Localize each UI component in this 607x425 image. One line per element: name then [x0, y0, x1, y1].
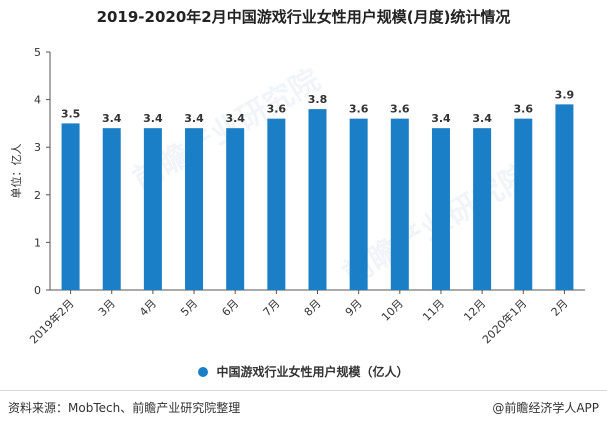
bar: [431, 128, 450, 290]
bar: [308, 109, 327, 291]
bar: [473, 128, 492, 290]
data-label: 3.6: [514, 103, 534, 116]
legend-swatch: [198, 366, 209, 377]
x-tick-label: 7月: [261, 297, 283, 319]
chart-title: 2019-2020年2月中国游戏行业女性用户规模(月度)统计情况: [96, 8, 511, 26]
y-tick-label: 2: [34, 189, 41, 202]
x-tick-label: 5月: [178, 297, 200, 319]
bar: [226, 128, 245, 290]
x-tick-label: 9月: [343, 297, 365, 319]
data-label: 3.4: [431, 112, 451, 125]
x-tick-label: 12月: [461, 297, 488, 324]
y-tick-label: 4: [34, 94, 41, 107]
y-tick-label: 1: [34, 236, 41, 249]
x-tick-label: 2月: [549, 297, 571, 319]
data-label: 3.4: [102, 112, 122, 125]
data-label: 3.4: [184, 112, 204, 125]
bar: [349, 118, 368, 290]
source-text: 资料来源：MobTech、前瞻产业研究院整理: [8, 401, 241, 415]
x-tick-label: 6月: [219, 297, 241, 319]
data-label: 3.6: [349, 103, 369, 116]
brand-text: @前瞻经济学人APP: [492, 401, 599, 415]
data-label: 3.4: [143, 112, 163, 125]
bar: [185, 128, 204, 290]
data-label: 3.5: [61, 107, 81, 120]
data-label: 3.9: [555, 88, 575, 101]
x-tick-label: 4月: [137, 297, 159, 319]
bar: [514, 118, 533, 290]
y-axis-label: 单位：亿人: [9, 144, 23, 199]
bar: [555, 104, 574, 290]
data-label: 3.8: [308, 93, 328, 106]
x-tick-label: 8月: [302, 297, 324, 319]
y-tick-label: 5: [34, 46, 41, 59]
bar: [143, 128, 162, 290]
bar: [267, 118, 286, 290]
data-label: 3.6: [390, 103, 410, 116]
bar: [61, 123, 80, 291]
x-tick-label: 11月: [420, 297, 447, 324]
x-tick-label: 2020年1月: [479, 296, 529, 346]
data-label: 3.6: [267, 103, 287, 116]
bar: [102, 128, 121, 290]
x-tick-label: 2019年2月: [26, 296, 76, 346]
x-tick-label: 3月: [96, 297, 118, 319]
y-tick-label: 0: [34, 284, 41, 297]
data-label: 3.4: [472, 112, 492, 125]
footer: 资料来源：MobTech、前瞻产业研究院整理 @前瞻经济学人APP: [0, 390, 607, 425]
legend-label: 中国游戏行业女性用户规模（亿人）: [216, 365, 409, 379]
legend: 中国游戏行业女性用户规模（亿人）: [0, 363, 607, 380]
bar-chart: 0 1 2 3 4 5 单位：亿人 3.5 2019年2月 3.4 3月 3.4 4月 3.4 5月 3.4 6…: [9, 46, 585, 346]
bar: [390, 118, 409, 290]
data-label: 3.4: [225, 112, 245, 125]
x-tick-label: 10月: [379, 297, 406, 324]
y-tick-label: 3: [34, 141, 41, 154]
